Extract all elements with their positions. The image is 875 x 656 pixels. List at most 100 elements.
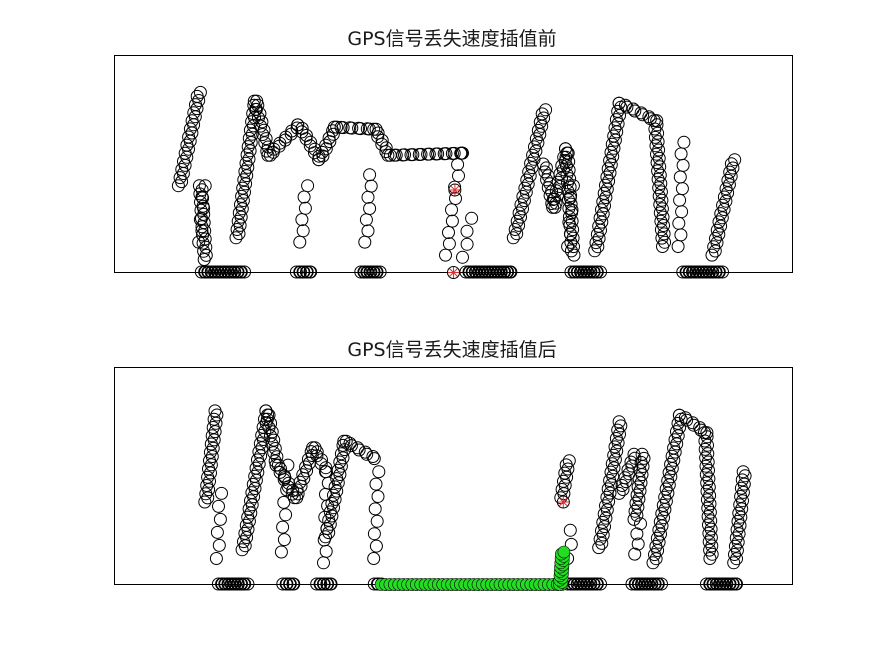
data-point — [615, 479, 629, 492]
data-point — [237, 535, 250, 549]
data-point — [276, 577, 290, 591]
data-point — [647, 114, 661, 128]
data-point — [234, 265, 247, 279]
data-point — [212, 538, 226, 552]
chart-top: GPS信号丢失速度插值前 — [114, 28, 793, 279]
data-point — [703, 552, 717, 565]
data-point — [700, 484, 714, 498]
data-point — [630, 488, 644, 502]
data-point — [604, 465, 618, 479]
data-point — [651, 164, 665, 178]
data-point — [702, 265, 716, 279]
data-point — [481, 265, 495, 279]
data-point — [588, 244, 602, 258]
data-point — [719, 577, 733, 591]
data-point — [567, 265, 581, 279]
data-point — [608, 440, 622, 454]
data-point — [625, 577, 639, 591]
data-point — [600, 490, 614, 504]
data-point — [701, 501, 715, 515]
data-point — [601, 162, 615, 176]
data-point — [497, 265, 511, 279]
data-point — [713, 577, 726, 591]
data-point — [659, 482, 673, 496]
data-point — [363, 265, 377, 279]
data-point — [475, 265, 489, 279]
data-point — [334, 447, 348, 461]
data-point — [351, 441, 365, 455]
data-point — [665, 449, 679, 463]
data-point — [599, 499, 612, 513]
data-point — [612, 96, 626, 110]
data-point — [354, 122, 367, 136]
data-point — [506, 231, 520, 245]
data-point — [200, 479, 214, 492]
data-point — [314, 457, 328, 471]
data-point — [369, 539, 383, 553]
data-point — [300, 265, 313, 279]
series-speed — [171, 85, 742, 279]
data-point — [686, 265, 699, 279]
data-point — [308, 146, 321, 160]
data-point — [595, 524, 608, 538]
data-point — [363, 202, 377, 215]
data-point — [235, 189, 249, 203]
data-point — [265, 437, 279, 451]
data-point — [252, 445, 266, 459]
data-point — [654, 223, 668, 237]
data-point — [650, 531, 664, 545]
data-point — [607, 129, 621, 143]
data-point — [594, 265, 607, 279]
data-point — [559, 142, 572, 156]
data-point — [317, 577, 330, 591]
data-point — [287, 491, 301, 505]
data-point — [703, 577, 717, 591]
data-point — [259, 404, 273, 418]
data-point — [180, 138, 194, 152]
data-point — [716, 577, 730, 591]
data-point — [290, 483, 304, 497]
data-point — [203, 445, 217, 459]
data-point — [698, 442, 712, 456]
data-point — [215, 486, 228, 500]
data-point — [524, 156, 538, 170]
data-point — [503, 265, 517, 279]
data-point — [699, 468, 713, 482]
data-point — [594, 577, 607, 591]
data-point — [273, 465, 287, 479]
data-point — [646, 556, 660, 570]
data-point — [370, 514, 384, 528]
data-point — [422, 147, 436, 161]
data-point — [612, 486, 626, 500]
data-point — [212, 499, 225, 513]
data-point — [218, 577, 232, 591]
data-point — [638, 577, 652, 591]
data-point — [648, 548, 661, 562]
data-point — [371, 130, 385, 144]
data-point — [286, 577, 300, 591]
data-point — [612, 415, 626, 429]
data-point — [599, 178, 612, 192]
data-point — [238, 526, 252, 540]
data-point — [227, 577, 241, 591]
data-point — [371, 490, 385, 503]
data-point — [609, 113, 623, 127]
data-point — [570, 577, 584, 591]
data-point — [315, 453, 328, 467]
data-point — [210, 525, 224, 539]
data-point — [414, 147, 428, 161]
data-point — [736, 465, 750, 479]
gps-loss-marker — [556, 495, 570, 509]
data-point — [327, 120, 341, 134]
series-speed — [198, 404, 752, 591]
data-point — [567, 248, 581, 262]
data-point — [603, 154, 617, 168]
data-point — [590, 577, 603, 591]
data-point — [456, 250, 469, 264]
data-point — [204, 437, 218, 451]
data-point — [237, 577, 251, 591]
data-point — [723, 165, 737, 179]
data-point — [590, 265, 603, 279]
data-point — [655, 231, 669, 245]
